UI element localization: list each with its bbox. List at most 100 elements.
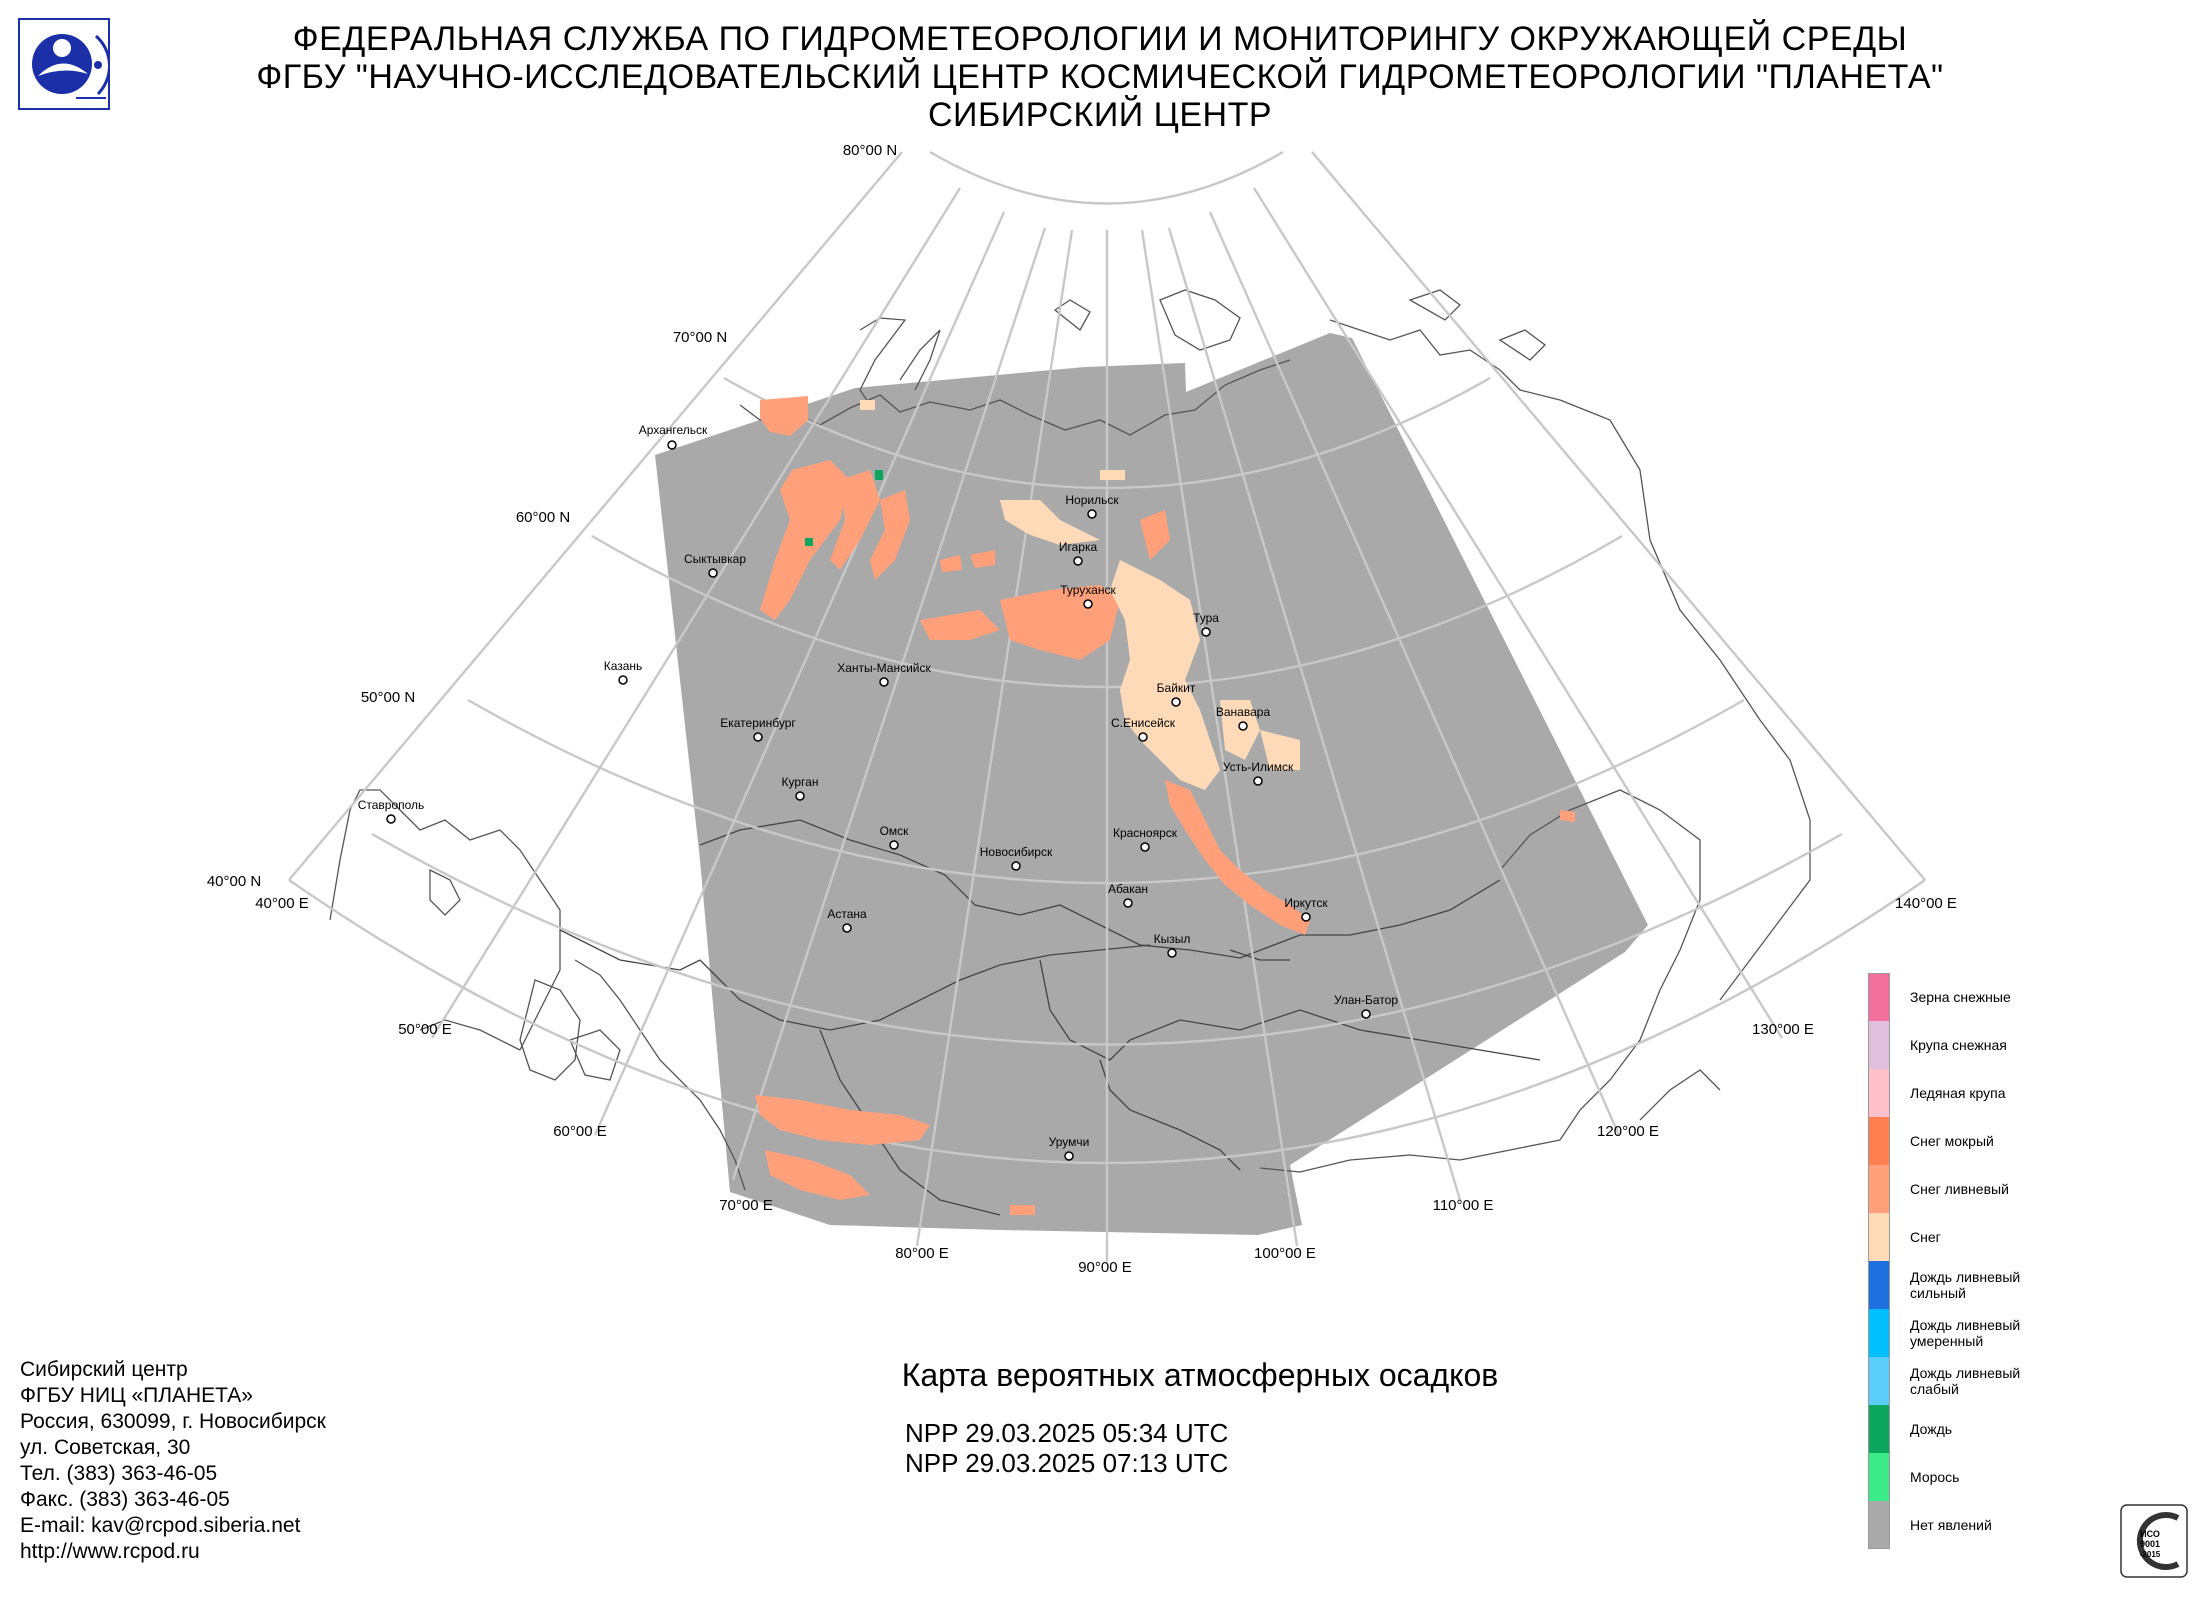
lon-label-50: 50°00 E	[398, 1021, 452, 1038]
legend-item-none: Нет явлений	[1868, 1501, 2168, 1549]
legend-item-ice-pellets: Ледяная крупа	[1868, 1069, 2168, 1117]
city-marker: Тура	[1193, 611, 1219, 637]
city-marker: Игарка	[1059, 540, 1098, 566]
city-marker: Кызыл	[1154, 932, 1191, 958]
city-label: Усть-Илимск	[1223, 760, 1294, 774]
legend-swatch	[1868, 1453, 1890, 1501]
city-marker: Урумчи	[1049, 1135, 1090, 1161]
lon-label-110: 110°00 E	[1433, 1197, 1494, 1214]
legend-swatch	[1868, 1213, 1890, 1261]
precip-snow	[860, 400, 1300, 790]
city-marker: Иркутск	[1284, 896, 1328, 922]
lon-label-80: 80°00 E	[895, 1245, 949, 1262]
legend-swatch	[1868, 1261, 1890, 1309]
contact-block: Сибирский центр ФГБУ НИЦ «ПЛАНЕТА» Росси…	[20, 1357, 326, 1565]
city-marker: Курган	[782, 775, 818, 801]
city-marker: Ставрополь	[358, 798, 425, 824]
legend-label: Дождь ливневый умеренный	[1910, 1317, 2021, 1349]
city-label: Тура	[1193, 611, 1219, 625]
city-label: Ванавара	[1216, 705, 1271, 719]
city-label: Ханты-Мансийск	[837, 661, 931, 675]
city-label: Улан-Батор	[1334, 993, 1398, 1007]
legend-label: Морось	[1910, 1469, 1960, 1485]
cities: Архангельск Норильск Игарка Сыктывкар Ту…	[358, 423, 1398, 1161]
satellite-pass: NPP 29.03.2025 05:34 UTC	[905, 1418, 1229, 1448]
satellite-pass: NPP 29.03.2025 07:13 UTC	[905, 1448, 1229, 1478]
city-label: Норильск	[1065, 493, 1119, 507]
legend-swatch	[1868, 1069, 1890, 1117]
satellite-swath	[655, 333, 1648, 1235]
city-label: Астана	[827, 907, 867, 921]
city-marker: Ханты-Мансийск	[837, 661, 932, 687]
legend-swatch	[1868, 1117, 1890, 1165]
iso-text: ИСО	[2140, 1529, 2160, 1539]
legend-item-wet-snow: Снег мокрый	[1868, 1117, 2168, 1165]
precip-rain	[805, 470, 883, 546]
legend-item-snow: Снег	[1868, 1213, 2168, 1261]
city-marker: Туруханск	[1060, 583, 1116, 609]
lon-label-100: 100°00 E	[1254, 1245, 1316, 1262]
legend-label: Снег ливневый	[1910, 1181, 2009, 1197]
city-marker: Байкит	[1157, 681, 1196, 707]
precip-snow-showers	[755, 396, 1575, 1215]
city-marker: Сыктывкар	[684, 552, 746, 578]
lat-label-60: 60°00 N	[516, 509, 570, 526]
lon-label-140: 140°00 E	[1895, 895, 1957, 912]
lon-label-130: 130°00 E	[1752, 1021, 1814, 1038]
city-label: Сыктывкар	[684, 552, 746, 566]
borders	[559, 819, 1541, 1216]
lon-label-120: 120°00 E	[1597, 1123, 1659, 1140]
legend-item-rain: Дождь	[1868, 1405, 2168, 1453]
city-marker: Новосибирск	[980, 845, 1053, 871]
city-marker: Астана	[827, 907, 867, 933]
city-label: Ставрополь	[358, 798, 425, 812]
legend-label: Снег мокрый	[1910, 1133, 1994, 1149]
coastlines	[329, 289, 1811, 1191]
city-marker: С.Енисейск	[1111, 716, 1176, 742]
legend-label: Зерна снежные	[1910, 989, 2011, 1005]
lat-label-80: 80°00 N	[843, 142, 897, 159]
legend-swatch	[1868, 1021, 1890, 1069]
legend-item-heavy-rain-showers: Дождь ливневый сильный	[1868, 1261, 2168, 1309]
legend-item-snow-grains: Зерна снежные	[1868, 973, 2168, 1021]
city-marker: Архангельск	[639, 423, 708, 450]
contact-email[interactable]: E-mail: kav@rcpod.siberia.net	[20, 1514, 301, 1537]
legend-label: Крупа снежная	[1910, 1037, 2007, 1053]
city-label: Новосибирск	[980, 845, 1053, 859]
legend-swatch	[1868, 1165, 1890, 1213]
contact-website[interactable]: http://www.rcpod.ru	[20, 1540, 200, 1563]
planeta-logo-icon	[18, 18, 110, 110]
legend-label: Снег	[1910, 1229, 1941, 1245]
city-label: Игарка	[1059, 540, 1098, 554]
grid-labels: 80°00 N 70°00 N 60°00 N 50°00 N 40°00 N …	[207, 142, 1957, 1276]
legend-label: Дождь	[1910, 1421, 1953, 1437]
city-label: Омск	[880, 824, 910, 838]
legend-item-moderate-rain-showers: Дождь ливневый умеренный	[1868, 1309, 2168, 1357]
contact-org-full: ФГБУ НИЦ «ПЛАНЕТА»	[20, 1384, 253, 1407]
city-label: Урумчи	[1049, 1135, 1090, 1149]
lat-label-70: 70°00 N	[673, 329, 727, 346]
lat-label-40: 40°00 N	[207, 873, 261, 890]
city-label: Абакан	[1108, 882, 1148, 896]
legend-item-snow-showers: Снег ливневый	[1868, 1165, 2168, 1213]
legend-swatch	[1868, 1405, 1890, 1453]
city-label: Кызыл	[1154, 932, 1191, 946]
lon-label-60: 60°00 E	[553, 1123, 607, 1140]
city-marker: Красноярск	[1113, 826, 1178, 852]
contact-fax: Факс. (383) 363-46-05	[20, 1488, 230, 1511]
city-marker: Екатеринбург	[720, 716, 796, 742]
legend-swatch	[1868, 1501, 1890, 1549]
contact-street: ул. Советская, 30	[20, 1436, 191, 1459]
map-title: Карта вероятных атмосферных осадков	[901, 1357, 1499, 1393]
legend-item-light-rain-showers: Дождь ливневый слабый	[1868, 1357, 2168, 1405]
legend-label: Дождь ливневый сильный	[1910, 1269, 2021, 1301]
city-label: Казань	[604, 659, 643, 673]
graticule	[288, 150, 1926, 1262]
city-marker: Омск	[880, 824, 910, 850]
iso-text: -2015	[2140, 1550, 2161, 1559]
legend-label: Нет явлений	[1910, 1517, 1992, 1533]
city-label: Екатеринбург	[720, 716, 796, 730]
legend-swatch	[1868, 1357, 1890, 1405]
lon-label-90: 90°00 E	[1078, 1259, 1132, 1276]
city-marker: Улан-Батор	[1334, 993, 1398, 1019]
